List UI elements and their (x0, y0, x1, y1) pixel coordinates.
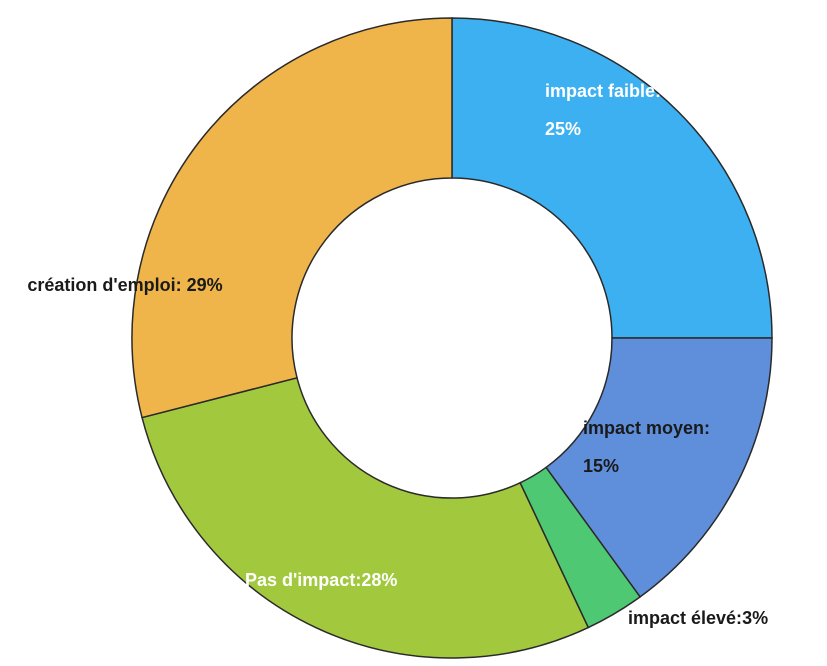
value-label: 28% (361, 570, 398, 590)
value-label: 29% (186, 275, 223, 295)
data-label: création d'emploi: 29% (15, 264, 235, 306)
category-label: impact élevé: (628, 608, 743, 628)
data-label: impact élevé:3% (628, 599, 768, 637)
category-label: impact moyen: (583, 418, 711, 438)
value-label: 25% (545, 119, 582, 139)
donut-segment (451, 17, 773, 339)
category-label: Pas d'impact: (245, 570, 362, 590)
value-label: 3% (742, 608, 769, 628)
category-label: impact faible: (545, 81, 662, 101)
donut-segment (141, 376, 590, 659)
value-label: 15% (583, 456, 620, 476)
data-label: Pas d'impact:28% (245, 561, 397, 599)
donut-segment (131, 17, 453, 419)
data-label: impact moyen: 15% (583, 409, 710, 485)
donut-segment (544, 337, 773, 598)
data-label: impact faible: 25% (545, 72, 661, 148)
category-label: création d'emploi: (27, 275, 182, 295)
